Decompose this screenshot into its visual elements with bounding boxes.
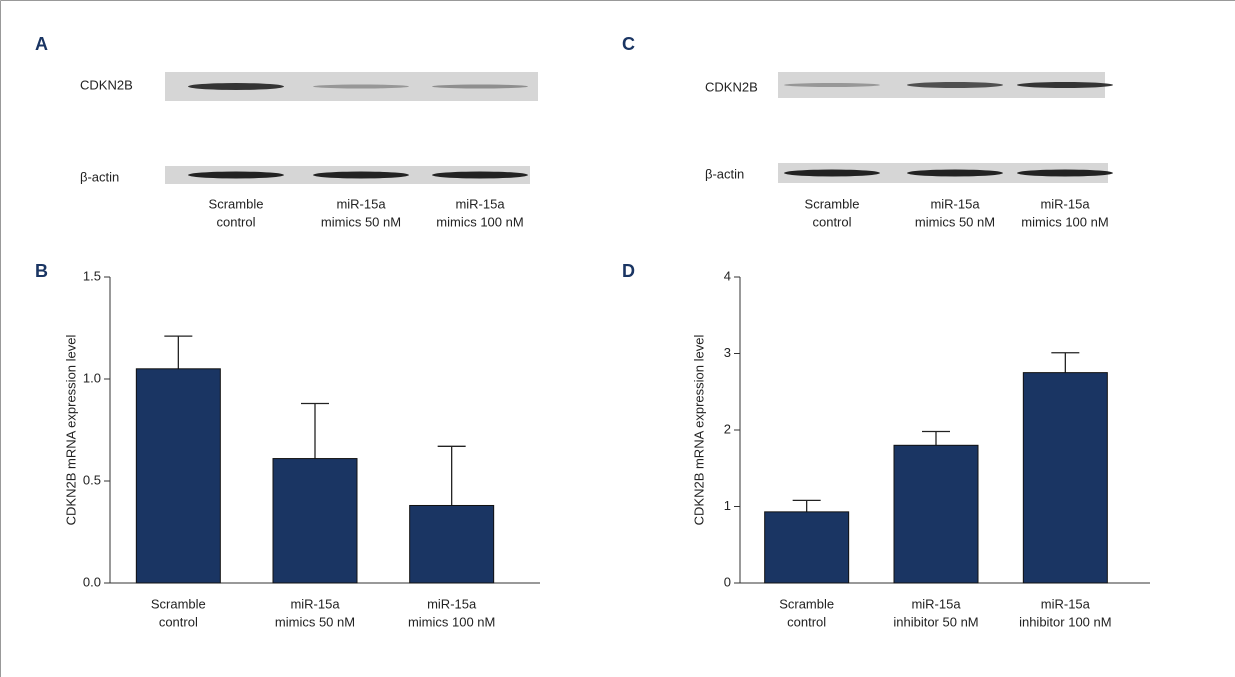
x-tick-label: Scramble (779, 596, 834, 611)
y-tick-label: 0 (724, 574, 731, 589)
bar (1023, 373, 1107, 583)
lane-label: mimics 100 nM (1021, 214, 1108, 229)
y-axis-label: CDKN2B mRNA expression level (691, 335, 706, 526)
y-tick-label: 0.5 (83, 472, 101, 487)
panel-label: C (622, 34, 635, 54)
lane-label: Scramble (209, 196, 264, 211)
lane-label: control (216, 214, 255, 229)
y-tick-label: 2 (724, 421, 731, 436)
panel-label: D (622, 261, 635, 281)
blot-row-label: CDKN2B (705, 79, 758, 94)
x-tick-label: mimics 100 nM (408, 614, 495, 629)
x-tick-label: miR-15a (427, 596, 477, 611)
blot-band (313, 85, 409, 89)
figure: A CDKN2B β-actin Scramble control miR-15a mimi… (0, 0, 1235, 677)
x-tick-label: control (787, 614, 826, 629)
blot-band (907, 82, 1003, 88)
lane-label: miR-15a (455, 196, 505, 211)
blot-band (907, 170, 1003, 177)
blot-band (1017, 82, 1113, 88)
x-tick-label: mimics 50 nM (275, 614, 355, 629)
y-tick-label: 1.5 (83, 268, 101, 283)
bar (273, 459, 357, 583)
lane-label: miR-15a (930, 196, 980, 211)
y-tick-label: 1 (724, 498, 731, 513)
lane-label: Scramble (805, 196, 860, 211)
x-tick-label: control (159, 614, 198, 629)
x-tick-label: inhibitor 50 nM (893, 614, 978, 629)
bar (894, 445, 978, 583)
blot-band (1017, 170, 1113, 177)
x-tick-label: inhibitor 100 nM (1019, 614, 1112, 629)
lane-label: mimics 50 nM (915, 214, 995, 229)
y-tick-label: 3 (724, 345, 731, 360)
blot-band (784, 170, 880, 177)
blot-row-label: β-actin (80, 169, 119, 184)
bar (410, 505, 494, 583)
lane-label: miR-15a (336, 196, 386, 211)
lane-label: miR-15a (1040, 196, 1090, 211)
lane-label: control (812, 214, 851, 229)
y-tick-label: 4 (724, 268, 731, 283)
lane-label: mimics 50 nM (321, 214, 401, 229)
x-tick-label: miR-15a (290, 596, 340, 611)
y-tick-label: 0.0 (83, 574, 101, 589)
panel-label: B (35, 261, 48, 281)
blot-band (432, 85, 528, 89)
blot-band (188, 172, 284, 179)
bar (765, 512, 849, 583)
x-tick-label: Scramble (151, 596, 206, 611)
blot-band (313, 172, 409, 179)
blot-row-label: β-actin (705, 166, 744, 181)
blot-band (188, 83, 284, 90)
x-tick-label: miR-15a (911, 596, 961, 611)
panel-label: A (35, 34, 48, 54)
lane-label: mimics 100 nM (436, 214, 523, 229)
blot-row-label: CDKN2B (80, 77, 133, 92)
blot-band (784, 83, 880, 87)
y-axis-label: CDKN2B mRNA expression level (63, 335, 78, 526)
x-tick-label: miR-15a (1041, 596, 1091, 611)
y-tick-label: 1.0 (83, 370, 101, 385)
blot-band (432, 172, 528, 179)
bar (136, 369, 220, 583)
